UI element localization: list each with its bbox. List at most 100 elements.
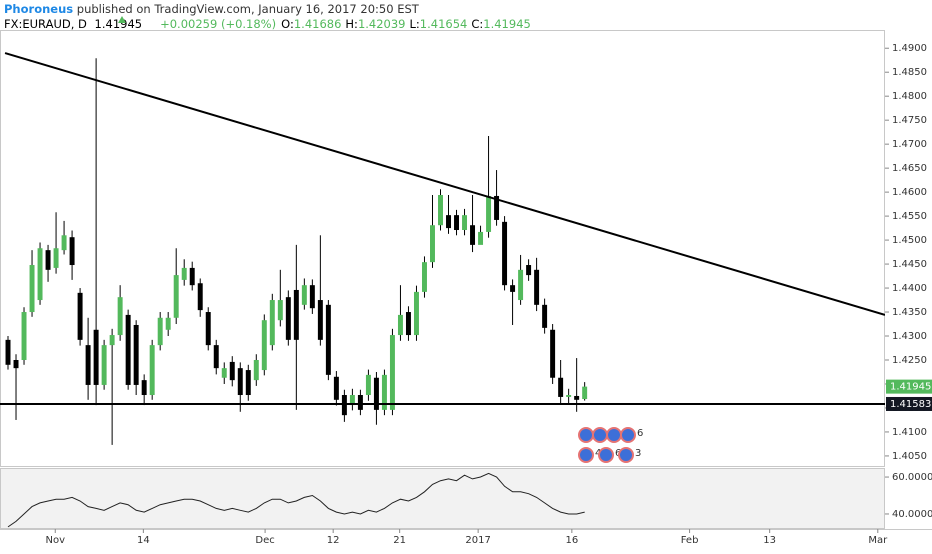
candle-body [29,265,35,313]
symbol: FX:EURAUD, D [4,17,87,31]
candle-body [582,386,588,400]
candle-body [357,395,363,410]
c: 1.41945 [483,17,531,31]
candle-body [413,291,419,336]
y-tick-label: 1.4800 [892,91,927,102]
event-icon [578,447,594,463]
candle-body [77,292,83,340]
y-tick-label: 1.4550 [892,211,927,222]
candle-body [470,225,476,245]
indicator-pane [0,468,885,529]
event-icon [620,427,636,443]
candle-body [141,380,147,396]
h-label: H: [345,17,358,31]
candle-body [389,335,395,410]
x-tick-label: Mar [868,535,888,546]
y-tick-label: 1.4600 [892,187,927,198]
o-label: O: [281,17,294,31]
candle-body [13,359,19,369]
candle-body [317,300,323,340]
event-icon [598,447,614,463]
candle-body [173,275,179,318]
y-tick-label: 1.4450 [892,259,927,270]
candle-body [21,312,27,360]
candle-body [85,345,91,385]
event-count: 3 [635,448,641,459]
event-icon [606,427,622,443]
main-pane [0,30,885,467]
horizontal-line-label: 1.41583 [890,399,931,410]
candle-body [550,329,556,378]
c-label: C: [471,17,483,31]
candle-body [213,345,219,369]
candle-body [373,377,379,410]
candle-body [229,361,235,381]
candle-body [165,317,171,330]
candle-body [205,312,211,346]
candle-body [430,225,435,263]
candle-body [510,285,516,292]
candle-body [438,194,443,226]
h: 1.42039 [358,17,406,31]
indicator-y-tick-label: 40.0000 [892,509,932,520]
l: 1.41654 [420,17,468,31]
candle-body [285,297,291,340]
x-tick-label: 12 [327,535,340,546]
event-icon [578,427,594,443]
candle-body [37,248,43,301]
published: published on TradingView.com, January 16… [77,2,420,16]
y-tick-label: 1.4850 [892,67,927,78]
candle-body [237,368,243,396]
candle-body [189,267,195,286]
candle-body [349,395,355,406]
y-tick-label: 1.4900 [892,43,927,54]
candle-body [261,320,267,371]
candle-body [454,215,459,231]
y-tick-label: 1.4400 [892,283,927,294]
last-price-tag [886,379,932,394]
candle-body [397,314,403,336]
candle-body [309,285,315,309]
x-tick-label: 13 [763,535,776,546]
y-tick-label: 1.4700 [892,139,927,150]
y-tick-label: 1.4500 [892,235,927,246]
y-tick-label: 1.4250 [892,355,927,366]
candle-body [253,359,259,381]
candle-body [518,269,524,301]
candle-body [157,317,163,346]
candle-body [269,300,275,346]
event-icon [618,447,634,463]
last: 1.41945 [95,17,143,31]
candle-body [405,312,411,336]
candle-body [421,262,427,292]
change: +0.00259 (+0.18%) [160,17,276,31]
y-tick-label: 1.4750 [892,115,927,126]
candle-body [93,329,99,385]
candle-body [494,195,500,220]
x-tick-label: Dec [255,535,274,546]
x-tick-label: Nov [45,535,65,546]
l-label: L: [410,17,420,31]
candle-body [293,289,299,340]
candle-body [365,374,371,396]
candle-body [502,221,508,286]
y-tick-label: 1.4650 [892,163,927,174]
candle-body [221,368,227,378]
candle-body [109,335,115,346]
candle-body [534,269,540,305]
candle-body [245,370,251,396]
indicator-line [7,472,585,528]
candle-body [446,215,451,229]
candle-body [149,345,155,396]
trend-line [4,52,885,316]
candle-body [117,297,123,336]
candle-body [125,314,131,385]
candle-body [69,237,75,266]
candle-body [333,376,339,400]
event-icon [592,427,608,443]
candle-body [197,283,203,311]
indicator-y-tick-label: 60.0000 [892,472,932,483]
x-tick-label: 21 [393,535,406,546]
x-tick-label: 16 [565,535,578,546]
